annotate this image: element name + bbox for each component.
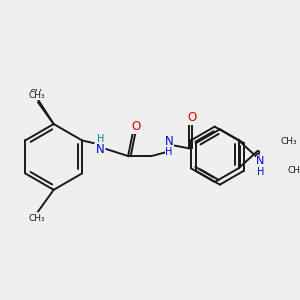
Text: N: N [256, 156, 265, 166]
Text: O: O [131, 120, 140, 133]
Text: CH₃: CH₃ [28, 91, 45, 100]
Text: H: H [97, 134, 104, 144]
Text: N: N [164, 135, 173, 148]
Text: CH₃: CH₃ [287, 166, 300, 175]
Text: H: H [256, 167, 264, 177]
Text: CH₃: CH₃ [28, 214, 45, 223]
Text: N: N [96, 142, 105, 156]
Text: O: O [188, 112, 197, 124]
Text: CH₃: CH₃ [280, 137, 297, 146]
Text: CH₃: CH₃ [30, 89, 46, 98]
Text: H: H [165, 147, 172, 157]
